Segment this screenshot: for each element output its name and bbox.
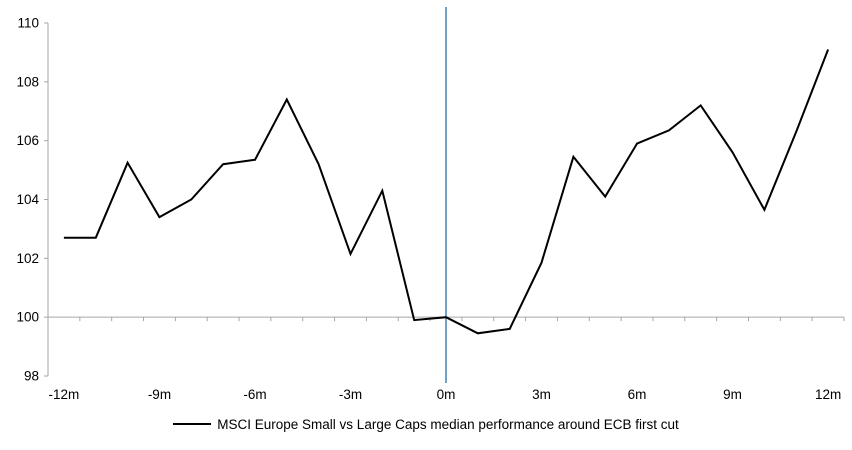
legend-label: MSCI Europe Small vs Large Caps median p… [217,416,679,432]
x-axis-tick-label: 3m [532,387,551,402]
y-axis-tick-label: 98 [24,369,39,384]
x-axis-tick-label: 6m [628,387,647,402]
x-axis-tick-label: -12m [49,387,80,402]
series-line [63,49,830,335]
x-axis-tick-label: -9m [148,387,171,402]
x-axis-tick-label: 9m [723,387,742,402]
x-axis-tick-label: -3m [339,387,362,402]
x-axis-tick-label: 0m [437,387,456,402]
x-axis-tick-label: -6m [243,387,266,402]
x-axis-tick-label: 12m [815,387,841,402]
y-axis-tick-label: 104 [16,192,39,207]
y-axis-tick-label: 106 [16,133,39,148]
y-axis-tick-label: 108 [16,74,39,89]
legend-line-sample-icon [173,423,212,425]
y-axis-tick-label: 100 [16,310,39,325]
legend: MSCI Europe Small vs Large Caps median p… [0,415,852,433]
y-axis-tick-label: 102 [16,251,39,266]
y-axis-tick-label: 110 [17,16,39,31]
